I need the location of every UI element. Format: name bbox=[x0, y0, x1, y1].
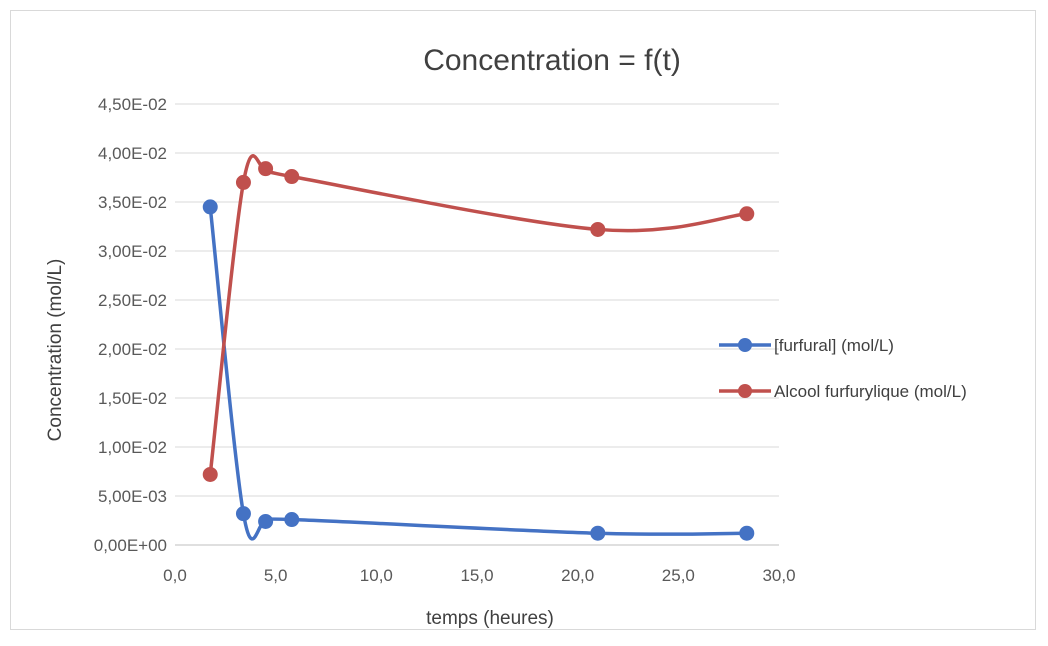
y-tick-label: 1,00E-02 bbox=[98, 438, 167, 457]
y-axis: 0,00E+00 5,00E-03 1,00E-02 1,50E-02 2,00E-02… bbox=[94, 95, 167, 555]
x-axis: 0,0 5,0 10,0 15,0 20,0 25,0 30,0 bbox=[163, 566, 795, 585]
legend-label: [furfural] (mol/L) bbox=[774, 336, 894, 355]
data-point bbox=[259, 162, 273, 176]
series-2 bbox=[203, 156, 754, 482]
data-point bbox=[591, 222, 605, 236]
data-point bbox=[285, 170, 299, 184]
y-tick-label: 3,50E-02 bbox=[98, 193, 167, 212]
y-tick-label: 3,00E-02 bbox=[98, 242, 167, 261]
legend-marker bbox=[738, 384, 752, 398]
legend-item: [furfural] (mol/L) bbox=[719, 336, 894, 355]
x-tick-label: 20,0 bbox=[561, 566, 594, 585]
legend-label: Alcool furfurylique (mol/L) bbox=[774, 382, 967, 401]
y-tick-label: 2,50E-02 bbox=[98, 291, 167, 310]
x-tick-label: 10,0 bbox=[360, 566, 393, 585]
x-tick-label: 5,0 bbox=[264, 566, 288, 585]
data-point bbox=[740, 526, 754, 540]
data-point bbox=[203, 200, 217, 214]
chart-title: Concentration = f(t) bbox=[423, 44, 681, 77]
y-tick-label: 5,00E-03 bbox=[98, 487, 167, 506]
data-point bbox=[591, 526, 605, 540]
x-tick-label: 15,0 bbox=[460, 566, 493, 585]
series-line bbox=[210, 156, 747, 475]
legend: [furfural] (mol/L) Alcool furfurylique (m… bbox=[719, 336, 967, 401]
data-point bbox=[285, 513, 299, 527]
data-point bbox=[203, 467, 217, 481]
y-tick-label: 4,50E-02 bbox=[98, 95, 167, 114]
y-axis-title: Concentration (mol/L) bbox=[45, 259, 66, 442]
x-tick-label: 30,0 bbox=[762, 566, 795, 585]
x-tick-label: 25,0 bbox=[662, 566, 695, 585]
x-axis-title: temps (heures) bbox=[426, 608, 554, 629]
data-point bbox=[236, 175, 250, 189]
x-tick-label: 0,0 bbox=[163, 566, 187, 585]
y-tick-label: 4,00E-02 bbox=[98, 144, 167, 163]
series-layer bbox=[203, 156, 754, 540]
y-tick-label: 2,00E-02 bbox=[98, 340, 167, 359]
data-point bbox=[259, 514, 273, 528]
y-tick-label: 0,00E+00 bbox=[94, 536, 167, 555]
legend-marker bbox=[738, 338, 752, 352]
y-tick-label: 1,50E-02 bbox=[98, 389, 167, 408]
series-line bbox=[210, 207, 747, 539]
data-point bbox=[740, 207, 754, 221]
data-point bbox=[236, 507, 250, 521]
